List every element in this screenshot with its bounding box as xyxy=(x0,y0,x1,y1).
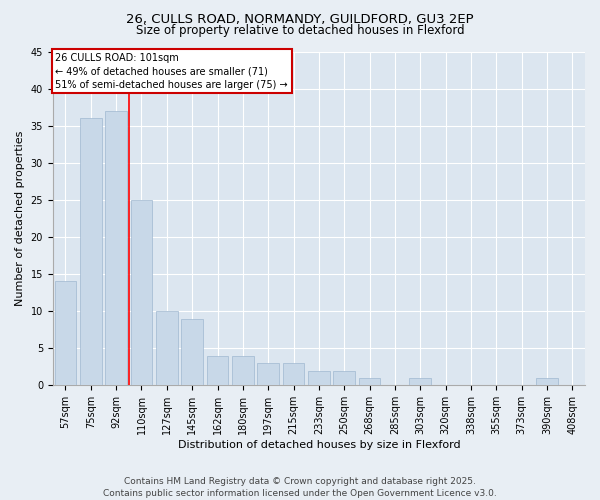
Bar xyxy=(359,378,380,386)
Bar xyxy=(536,378,558,386)
Bar xyxy=(80,118,101,386)
Bar xyxy=(308,370,329,386)
Bar xyxy=(55,282,76,386)
Bar xyxy=(232,356,254,386)
Text: 26 CULLS ROAD: 101sqm
← 49% of detached houses are smaller (71)
51% of semi-deta: 26 CULLS ROAD: 101sqm ← 49% of detached … xyxy=(55,53,288,90)
Bar xyxy=(283,363,304,386)
Bar xyxy=(207,356,228,386)
Bar xyxy=(409,378,431,386)
Text: 26, CULLS ROAD, NORMANDY, GUILDFORD, GU3 2EP: 26, CULLS ROAD, NORMANDY, GUILDFORD, GU3… xyxy=(126,12,474,26)
Text: Contains HM Land Registry data © Crown copyright and database right 2025.
Contai: Contains HM Land Registry data © Crown c… xyxy=(103,476,497,498)
X-axis label: Distribution of detached houses by size in Flexford: Distribution of detached houses by size … xyxy=(178,440,460,450)
Bar xyxy=(334,370,355,386)
Y-axis label: Number of detached properties: Number of detached properties xyxy=(15,130,25,306)
Bar xyxy=(156,311,178,386)
Text: Size of property relative to detached houses in Flexford: Size of property relative to detached ho… xyxy=(136,24,464,37)
Bar xyxy=(106,111,127,386)
Bar xyxy=(257,363,279,386)
Bar xyxy=(181,318,203,386)
Bar xyxy=(131,200,152,386)
